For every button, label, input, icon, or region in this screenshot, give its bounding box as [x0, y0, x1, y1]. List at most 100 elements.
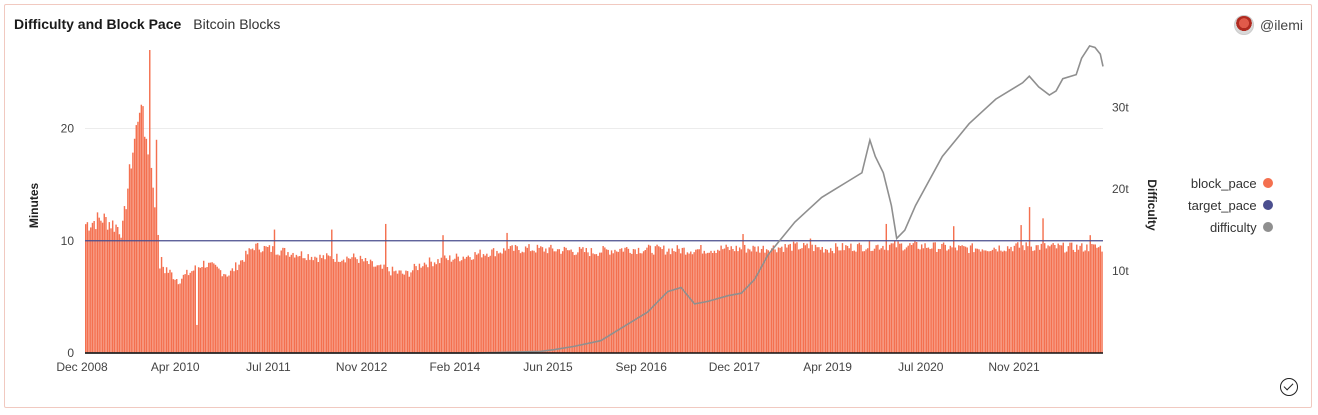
bar-block-pace — [826, 249, 829, 353]
user-handle[interactable]: @ilemi — [1260, 17, 1303, 33]
bar-block-pace — [818, 247, 820, 353]
bar-block-pace — [233, 271, 235, 353]
bar-block-pace — [516, 246, 518, 353]
bar-block-pace — [843, 250, 845, 353]
bar-block-pace — [872, 250, 874, 353]
bar-block-pace — [519, 253, 522, 353]
bar-block-pace — [272, 246, 274, 353]
bar-block-pace — [588, 256, 591, 353]
legend-item-target-pace[interactable]: target_pace — [1188, 194, 1273, 216]
bar-block-pace — [942, 242, 945, 353]
bar-block-pace — [1060, 245, 1063, 353]
bar-block-pace — [184, 274, 186, 353]
bar-block-pace — [88, 230, 90, 353]
bar-block-pace — [543, 251, 545, 353]
bar-block-pace — [676, 245, 679, 353]
bar-block-pace — [587, 252, 589, 353]
bar-block-pace — [170, 272, 173, 353]
bar-block-pace — [545, 248, 547, 353]
bar-block-pace — [393, 271, 395, 353]
bar-block-pace — [599, 252, 601, 353]
bar-block-pace — [472, 259, 475, 353]
bar-block-pace — [937, 248, 940, 353]
bar-block-pace — [122, 220, 124, 353]
bar-block-pace — [1054, 245, 1056, 353]
bar-block-pace — [273, 229, 276, 353]
bar-block-pace — [873, 248, 876, 353]
bar-block-pace — [583, 252, 586, 353]
bar-block-pace — [1000, 250, 1002, 353]
bar-block-pace — [605, 249, 608, 353]
legend: block_pace target_pace difficulty — [1188, 172, 1273, 238]
bar-block-pace — [622, 251, 625, 353]
bar-block-pace — [752, 245, 754, 353]
bar-block-pace — [745, 252, 748, 353]
bar-block-pace — [160, 256, 163, 353]
bar-block-pace — [799, 248, 802, 353]
bar-block-pace — [536, 244, 539, 353]
bar-block-pace — [915, 242, 918, 353]
bar-block-pace — [1096, 247, 1098, 353]
bar-block-pace — [511, 245, 513, 353]
bar-block-pace — [924, 243, 926, 353]
bar-block-pace — [787, 244, 790, 353]
bar-block-pace — [260, 252, 262, 353]
bar-block-pace — [346, 256, 348, 353]
bar-block-pace — [447, 260, 449, 353]
bar-block-pace — [334, 261, 336, 353]
bar-block-pace — [629, 252, 631, 353]
bar-block-pace — [1055, 248, 1058, 353]
bar-block-pace — [804, 245, 807, 353]
bar-block-pace — [1037, 245, 1039, 353]
bar-block-pace — [966, 247, 968, 353]
legend-label-block-pace: block_pace — [1190, 175, 1257, 191]
bar-block-pace — [595, 254, 598, 353]
bar-block-pace — [450, 261, 453, 353]
bar-block-pace — [410, 272, 412, 353]
bar-block-pace — [995, 249, 997, 353]
bar-block-pace — [749, 249, 751, 353]
bar-block-pace — [688, 253, 690, 353]
bar-block-pace — [696, 249, 699, 353]
bar-block-pace — [444, 255, 446, 353]
bar-block-pace — [386, 267, 389, 353]
bar-block-pace — [417, 270, 419, 353]
legend-item-block-pace[interactable]: block_pace — [1188, 172, 1273, 194]
bar-block-pace — [1015, 243, 1017, 353]
chart-subtitle[interactable]: Bitcoin Blocks — [193, 16, 281, 32]
bar-block-pace — [1022, 245, 1024, 353]
bar-block-pace — [846, 245, 849, 353]
bar-block-pace — [723, 248, 726, 353]
bar-block-pace — [501, 253, 503, 353]
bar-block-pace — [149, 50, 151, 353]
bar-block-pace — [85, 224, 87, 353]
bar-block-pace — [610, 250, 613, 353]
bar-block-pace — [600, 252, 603, 353]
bar-block-pace — [848, 248, 850, 353]
bar-block-pace — [784, 244, 786, 353]
bar-block-pace — [656, 244, 658, 353]
bar-block-pace — [494, 256, 496, 353]
bar-block-pace — [459, 261, 461, 353]
bar-block-pace — [671, 248, 673, 353]
bar-block-pace — [801, 248, 803, 353]
bar-block-pace — [880, 248, 882, 353]
bar-block-pace — [169, 269, 171, 353]
bar-block-pace — [174, 279, 176, 353]
bar-block-pace — [956, 250, 958, 353]
bar-block-pace — [833, 253, 835, 353]
bar-block-pace — [850, 243, 852, 353]
bar-block-pace — [744, 244, 746, 353]
bar-block-pace — [976, 248, 979, 353]
check-circle-icon[interactable] — [1280, 378, 1298, 396]
legend-item-difficulty[interactable]: difficulty — [1188, 216, 1273, 238]
bar-block-pace — [824, 249, 827, 353]
bar-block-pace — [802, 242, 805, 353]
user-badge[interactable]: @ilemi — [1234, 15, 1303, 35]
bar-block-pace — [838, 250, 840, 353]
bar-block-pace — [853, 250, 855, 353]
bar-block-pace — [944, 244, 946, 353]
bar-block-pace — [229, 270, 232, 353]
bar-block-pace — [319, 254, 321, 353]
bar-block-pace — [1081, 243, 1083, 353]
